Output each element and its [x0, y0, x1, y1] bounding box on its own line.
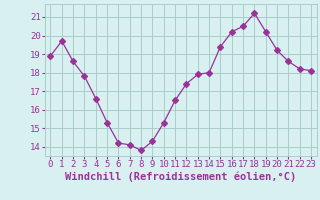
- X-axis label: Windchill (Refroidissement éolien,°C): Windchill (Refroidissement éolien,°C): [65, 172, 296, 182]
